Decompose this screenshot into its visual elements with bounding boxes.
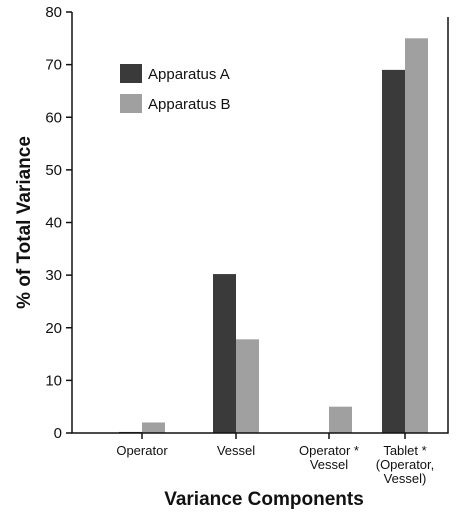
x-category-label: (Operator, [376, 457, 435, 472]
x-axis-title: Variance Components [164, 489, 364, 510]
legend-label: Apparatus B [148, 96, 231, 113]
legend-label: Apparatus A [148, 66, 230, 83]
y-tick-label: 50 [45, 162, 62, 179]
y-axis-title: % of Total Variance [14, 136, 35, 309]
y-tick-label: 30 [45, 267, 62, 284]
bar-apparatus-a-4 [382, 69, 405, 433]
x-category-label: Vessel) [384, 471, 427, 486]
y-tick-label: 70 [45, 57, 62, 74]
y-tick-label: 10 [45, 372, 62, 389]
y-tick-label: 60 [45, 109, 62, 126]
x-category-label: Tablet * [383, 443, 426, 458]
bar-apparatus-b-1 [142, 422, 165, 433]
bars [119, 38, 428, 433]
bar-apparatus-b-3 [329, 406, 352, 433]
bar-apparatus-b-4 [405, 38, 428, 433]
y-axis-ticks: 0 10 20 30 40 50 60 70 80 [45, 4, 72, 442]
plot-frame [71, 12, 449, 434]
bar-apparatus-b-2 [236, 339, 259, 433]
y-tick-label: 20 [45, 320, 62, 337]
x-category-label: Vessel [310, 457, 348, 472]
x-category-label: Vessel [217, 443, 255, 458]
x-category-label: Operator * [299, 443, 359, 458]
y-tick-label: 80 [45, 4, 62, 21]
x-category-label: Operator [116, 443, 168, 458]
y-tick-label: 40 [45, 215, 62, 232]
bar-apparatus-a-2 [213, 274, 236, 433]
legend: Apparatus A Apparatus B [120, 64, 231, 113]
legend-swatch [120, 64, 142, 83]
y-tick-label: 0 [54, 425, 62, 442]
legend-swatch [120, 94, 142, 113]
